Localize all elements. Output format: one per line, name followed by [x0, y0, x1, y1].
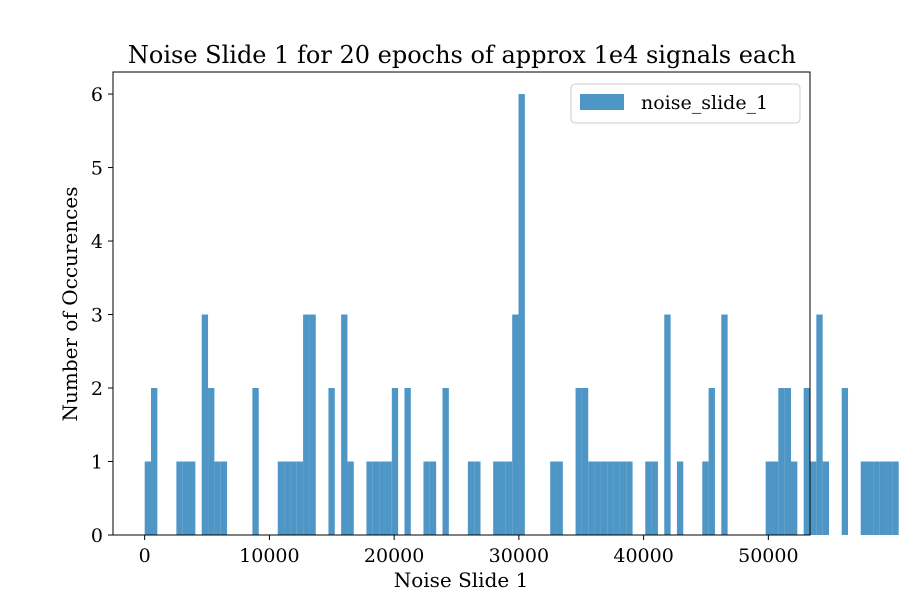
- histogram-bar: [277, 461, 285, 535]
- histogram-bar: [144, 461, 152, 535]
- histogram-bar: [822, 461, 830, 535]
- legend-box: [570, 83, 801, 124]
- histogram-bar: [619, 461, 627, 535]
- x-axis: 0 10000 20000 30000 40000 50000: [139, 535, 799, 567]
- histogram-bar: [810, 461, 817, 535]
- histogram-bar: [594, 461, 601, 535]
- histogram-bar: [784, 388, 791, 535]
- histogram-bar: [645, 461, 652, 535]
- histogram-bar: [296, 461, 304, 535]
- histogram-bar: [778, 388, 785, 535]
- histogram-bar: [512, 314, 519, 535]
- histogram-bar: [867, 461, 874, 535]
- y-tick-label: 0: [91, 525, 103, 547]
- histogram-bar: [626, 461, 633, 535]
- x-tick-label: 20000: [364, 545, 424, 567]
- histogram-bar: [208, 388, 215, 535]
- histogram-bar: [328, 388, 335, 535]
- histogram-bar: [182, 461, 190, 535]
- y-axis-title: Number of Occurences: [58, 187, 82, 422]
- y-tick-label: 2: [91, 378, 103, 400]
- histogram-bar: [347, 461, 354, 535]
- histogram-bar: [404, 388, 411, 535]
- histogram-bar: [613, 461, 620, 535]
- x-tick-label: 40000: [613, 545, 673, 567]
- histogram-bar: [886, 461, 893, 535]
- histogram-bar: [892, 461, 899, 535]
- histogram-bar: [385, 461, 392, 535]
- histogram-bar: [860, 461, 868, 535]
- y-tick-label: 3: [91, 305, 103, 327]
- histogram-bar: [372, 461, 380, 535]
- histogram-bar: [803, 388, 810, 535]
- histogram-bar: [201, 314, 209, 535]
- histogram-bar: [676, 461, 684, 535]
- x-tick-label: 0: [139, 545, 151, 567]
- histogram-bar: [151, 388, 158, 535]
- histogram-bar: [581, 388, 589, 535]
- y-tick-label: 5: [91, 158, 103, 180]
- plot-frame: [112, 71, 811, 536]
- histogram-bar: [702, 461, 709, 535]
- histogram-bar: [588, 461, 595, 535]
- histogram-bar: [600, 461, 608, 535]
- histogram-bar: [518, 94, 525, 536]
- histogram-bar: [391, 388, 399, 535]
- y-tick-label: 6: [91, 84, 103, 106]
- x-tick-label: 30000: [489, 545, 549, 567]
- histogram-bar: [493, 461, 500, 535]
- histogram-bar: [651, 461, 658, 535]
- histogram-bar: [290, 461, 297, 535]
- y-axis: 0 1 2 3 4 5 6: [91, 84, 113, 547]
- histogram-bar: [721, 314, 728, 535]
- histogram-bar: [771, 461, 779, 535]
- histogram-bar: [252, 388, 259, 535]
- histogram-bar: [708, 388, 715, 535]
- histogram-bar: [176, 461, 183, 535]
- legend-label: noise_slide_1: [641, 92, 768, 114]
- histogram-bar: [474, 461, 481, 535]
- histogram-bar: [214, 461, 221, 535]
- histogram-bar: [423, 461, 430, 535]
- histogram-bar: [309, 314, 316, 535]
- chart-title: Noise Slide 1 for 20 epochs of approx 1e…: [128, 41, 796, 69]
- histogram-bar: [284, 461, 291, 535]
- histogram-bar: [816, 314, 823, 535]
- histogram-bar: [873, 461, 880, 535]
- x-tick-label: 50000: [738, 545, 798, 567]
- histogram-bar: [550, 461, 557, 535]
- histogram-bar: [879, 461, 887, 535]
- histogram-bar: [442, 388, 449, 535]
- histogram-bar: [505, 461, 513, 535]
- histogram-bar: [366, 461, 373, 535]
- histogram-bar: [790, 461, 798, 535]
- histogram-bar: [467, 461, 475, 535]
- bars-group: [144, 94, 899, 536]
- x-tick-label: 10000: [239, 545, 299, 567]
- histogram-bar: [607, 461, 614, 535]
- histogram-bar: [499, 461, 506, 535]
- histogram-bar: [556, 461, 563, 535]
- histogram-bar: [379, 461, 386, 535]
- y-tick-label: 1: [91, 452, 103, 474]
- x-axis-title: Noise Slide 1: [394, 568, 529, 592]
- legend: noise_slide_1: [570, 83, 801, 124]
- legend-swatch: [580, 94, 624, 110]
- histogram-bar: [303, 314, 310, 535]
- histogram-bar: [341, 314, 348, 535]
- histogram-bar: [841, 388, 849, 535]
- histogram-bar: [575, 388, 582, 535]
- histogram-bar: [429, 461, 437, 535]
- y-tick-label: 4: [91, 231, 103, 253]
- histogram-bar: [765, 461, 772, 535]
- histogram-bar: [189, 461, 196, 535]
- histogram-bar: [220, 461, 228, 535]
- histogram-bar: [664, 314, 671, 535]
